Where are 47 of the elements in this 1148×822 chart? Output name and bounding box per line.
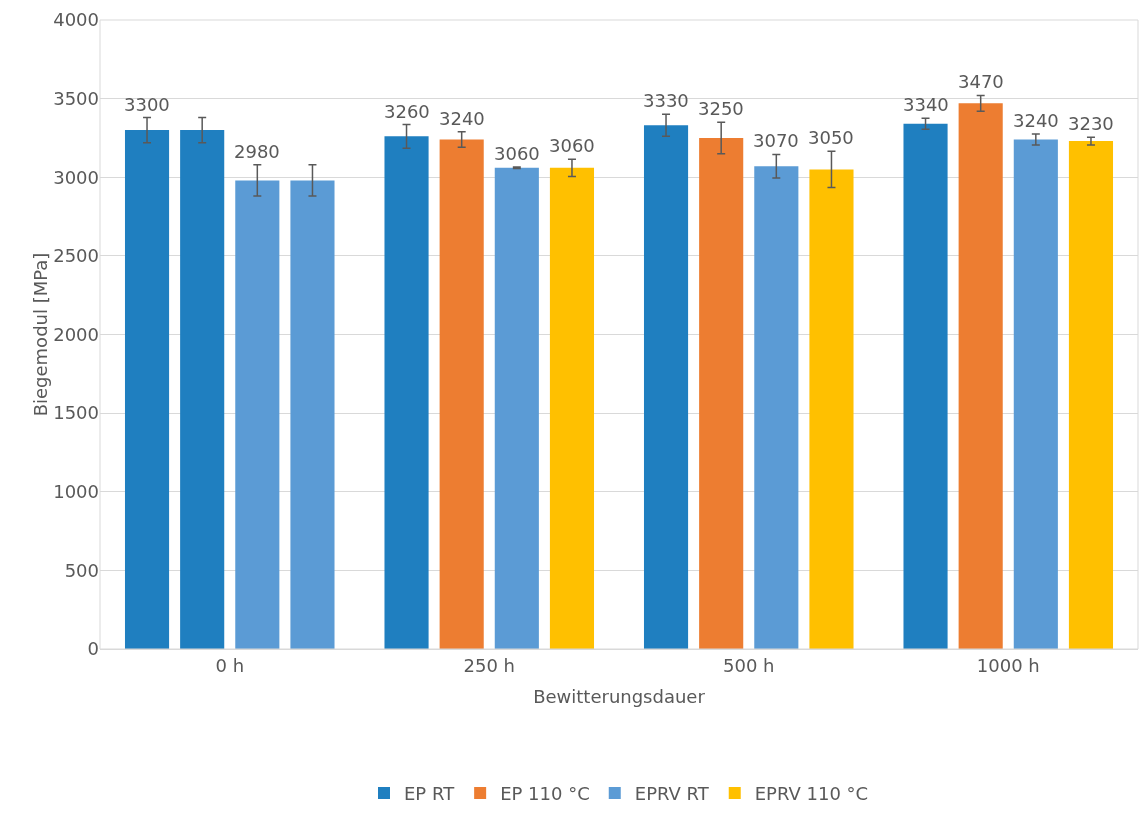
y-tick-label: 1000 [53,481,99,503]
data-label: 3060 [494,143,540,164]
bar [384,136,429,649]
x-tick-label: 0 h [215,654,245,676]
bar [439,139,484,649]
x-axis-title: Bewitterungsdauer [533,685,706,707]
data-label: 3340 [903,94,949,115]
data-label: 3240 [1013,110,1059,131]
y-tick-label: 1500 [53,402,99,424]
data-label: 3330 [643,90,689,111]
data-label: 2980 [234,141,280,162]
x-tick-label: 500 h [723,654,775,676]
data-label: 3300 [124,94,170,115]
bar [494,167,539,649]
legend-label: EPRV 110 °C [754,783,869,805]
y-tick-label: 3500 [53,87,99,109]
y-tick-label: 2000 [53,323,99,345]
bar [1068,141,1114,649]
data-label: 3240 [439,108,485,129]
bar [903,123,948,649]
data-label: 3060 [549,135,595,156]
y-tick-label: 2500 [53,245,99,267]
legend-label: EPRV RT [634,783,710,805]
bar [809,169,854,649]
x-tick-label: 1000 h [976,654,1040,676]
bar [1013,139,1058,649]
bar [549,167,595,649]
legend-label: EP 110 °C [500,783,590,805]
bar [124,130,170,649]
bar [643,125,689,649]
bar [699,137,744,649]
bar [754,166,799,649]
y-tick-label: 500 [64,559,99,581]
data-label: 3250 [698,98,744,119]
data-label: 3470 [958,71,1004,92]
y-axis-title: Biegemodul [MPa] [30,252,52,417]
y-tick-label: 3000 [53,166,99,188]
data-label: 3070 [753,130,799,151]
legend-label: EP RT [404,783,456,805]
x-tick-label: 250 h [463,654,515,676]
bar [235,180,280,649]
y-tick-label: 4000 [53,9,99,31]
data-label: 3050 [808,127,854,148]
y-tick-label: 0 [87,638,99,660]
data-label: 3230 [1068,113,1114,134]
bar [958,103,1003,649]
data-label: 3260 [384,101,430,122]
